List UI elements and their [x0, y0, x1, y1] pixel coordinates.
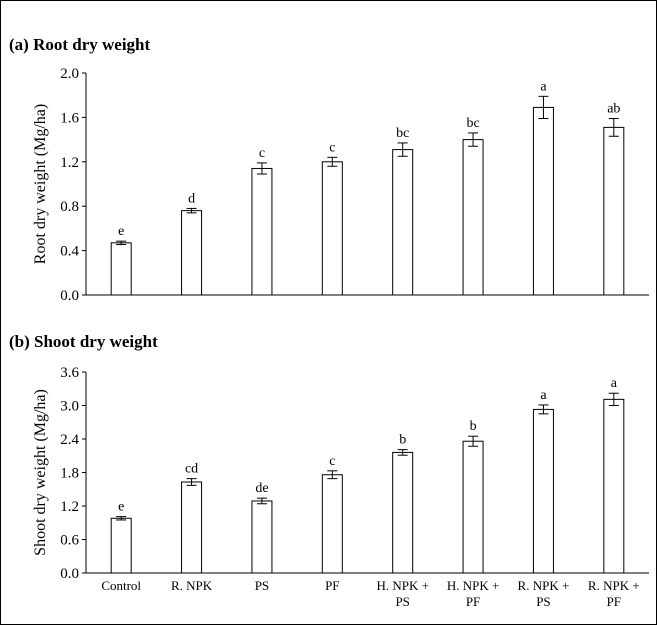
bar-1-4: [392, 451, 414, 574]
y-tick-label-0: 2.0: [60, 66, 79, 82]
significance-letter-1-1: cd: [185, 462, 198, 477]
category-label-3: PF: [325, 578, 339, 593]
category-label-2: PS: [255, 578, 269, 593]
y-tick-label-1: 3.0: [60, 399, 79, 415]
category-label-6: R. NPK + PS: [518, 578, 570, 609]
significance-letter-1-0: e: [118, 500, 124, 515]
y-tick-label-1: 1.8: [60, 466, 79, 482]
bar-1-5: [462, 440, 484, 574]
significance-letter-1-3: c: [329, 454, 335, 469]
bar-0-5: [462, 139, 484, 296]
y-tick-label-1: 1.2: [60, 499, 79, 515]
significance-letter-1-7: a: [611, 376, 618, 391]
category-label-4: H. NPK + PS: [376, 578, 428, 609]
category-label-line: PS: [395, 594, 409, 609]
significance-letter-0-5: bc: [466, 116, 479, 131]
category-label-line: R. NPK +: [588, 578, 640, 593]
y-tick-label-1: 0.0: [60, 566, 79, 582]
bar-0-7: [603, 126, 625, 296]
panel-title-0: (a) Root dry weight: [9, 35, 151, 54]
category-label-1: R. NPK: [171, 578, 213, 593]
category-label-line: H. NPK +: [447, 578, 499, 593]
y-tick-label-0: 1.6: [60, 110, 79, 126]
y-axis-label-0: Root dry weight (Mg/ha): [32, 104, 49, 264]
y-tick-label-1: 3.6: [60, 365, 79, 381]
bar-0-1: [181, 210, 203, 296]
category-label-5: H. NPK + PF: [447, 578, 499, 609]
y-tick-label-1: 0.6: [60, 533, 79, 549]
significance-letter-0-7: ab: [607, 102, 620, 117]
significance-letter-1-5: b: [470, 419, 477, 434]
y-tick-label-0: 0.4: [60, 244, 79, 260]
category-label-line: PF: [325, 578, 339, 593]
bar-1-0: [110, 517, 132, 574]
category-label-line: R. NPK: [171, 578, 213, 593]
bar-0-2: [251, 167, 273, 296]
significance-letter-0-0: e: [118, 224, 124, 239]
category-label-line: PF: [466, 594, 480, 609]
y-tick-label-0: 1.2: [60, 155, 79, 171]
significance-letter-0-2: c: [259, 146, 265, 161]
significance-letter-1-4: b: [399, 433, 406, 448]
category-label-line: PS: [255, 578, 269, 593]
y-tick-label-0: 0.8: [60, 199, 79, 215]
bar-1-1: [181, 481, 203, 574]
bar-1-2: [251, 500, 273, 574]
panel-title-1: (b) Shoot dry weight: [9, 332, 158, 351]
significance-letter-1-2: de: [255, 481, 268, 496]
significance-letter-0-4: bc: [396, 126, 409, 141]
bar-0-4: [392, 149, 414, 296]
category-label-line: PF: [607, 594, 621, 609]
bar-1-6: [532, 408, 554, 574]
bar-1-3: [321, 474, 343, 574]
category-label-line: R. NPK +: [518, 578, 570, 593]
category-label-line: PS: [536, 594, 550, 609]
bar-0-3: [321, 161, 343, 296]
category-label-0: Control: [101, 578, 141, 593]
significance-letter-1-6: a: [540, 388, 547, 403]
y-tick-label-0: 0.0: [60, 288, 79, 304]
category-label-7: R. NPK + PF: [588, 578, 640, 609]
significance-letter-0-6: a: [540, 79, 547, 94]
bar-0-0: [110, 242, 132, 296]
significance-letter-0-3: c: [329, 140, 335, 155]
bar-0-6: [532, 106, 554, 296]
category-label-line: Control: [101, 578, 141, 593]
y-tick-label-1: 2.4: [60, 432, 79, 448]
category-label-line: H. NPK +: [376, 578, 428, 593]
y-axis-label-1: Shoot dry weight (Mg/ha): [32, 389, 49, 556]
significance-letter-0-1: d: [188, 191, 195, 206]
bar-1-7: [603, 398, 625, 574]
